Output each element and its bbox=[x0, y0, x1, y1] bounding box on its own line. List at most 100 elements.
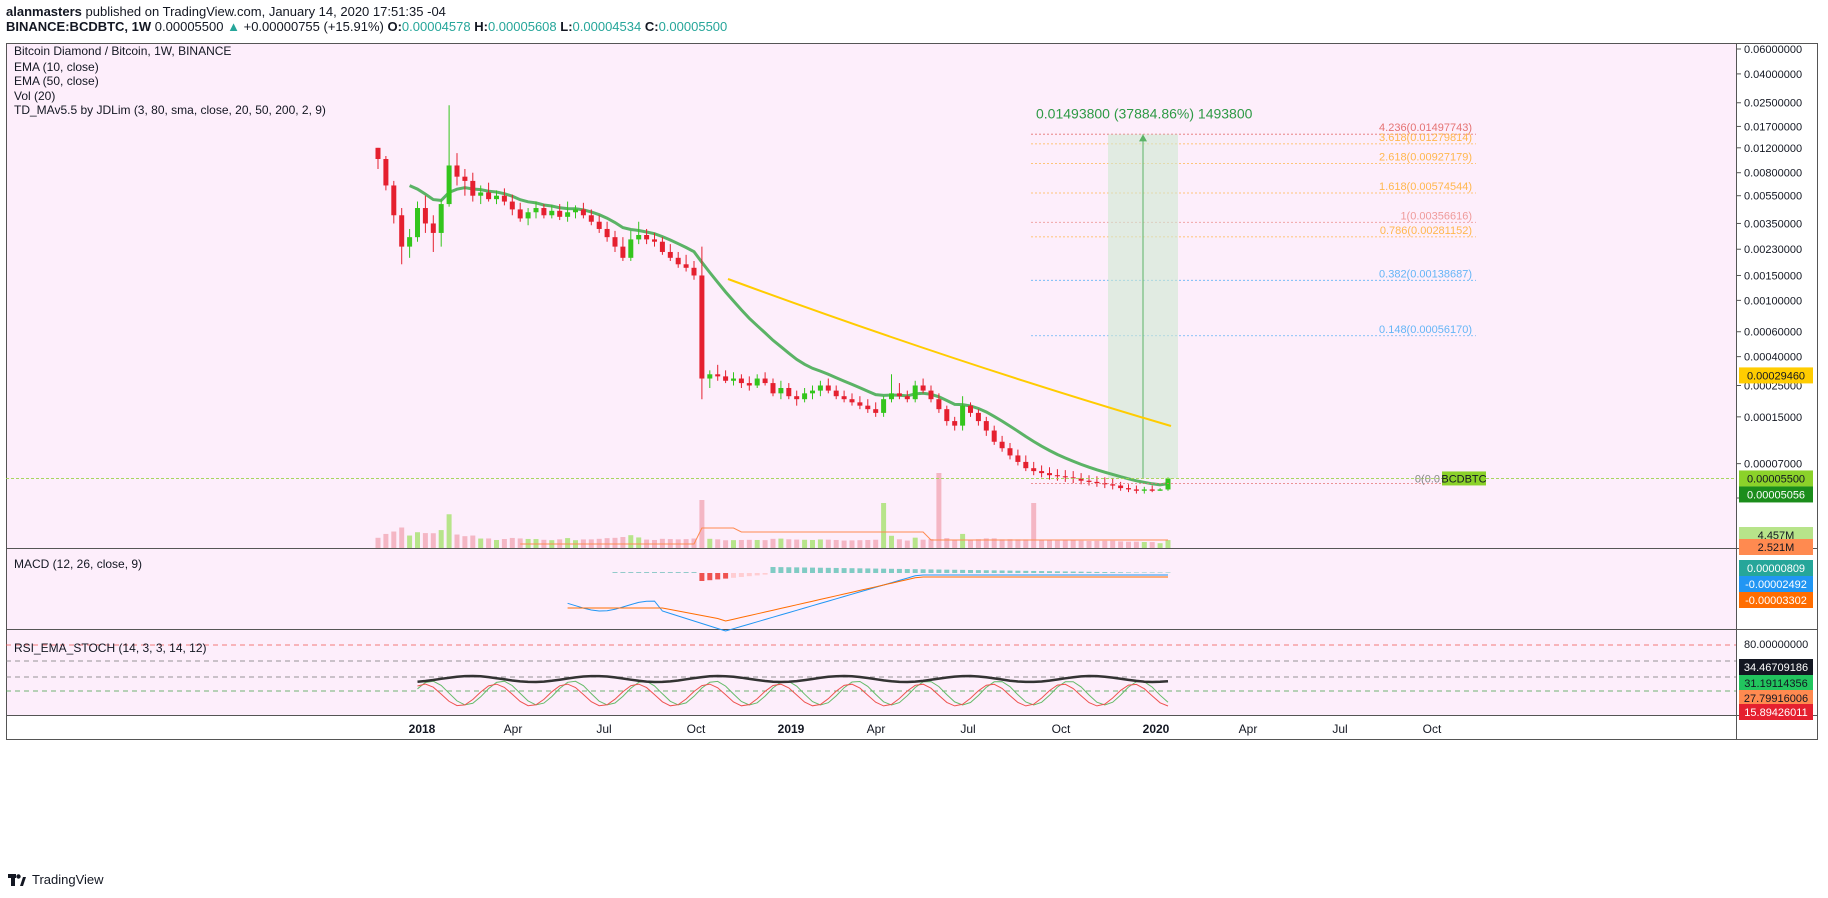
signal-badge-bg bbox=[1739, 592, 1813, 608]
candle-body bbox=[912, 385, 918, 400]
level-zero-label: 0(0.0 bbox=[1415, 473, 1440, 485]
macd-histogram-bar bbox=[691, 572, 697, 573]
volume-bar bbox=[501, 539, 507, 548]
legend-ema10: EMA (10, close) bbox=[14, 60, 99, 74]
time-axis[interactable] bbox=[6, 715, 1736, 740]
fib-label: 0.382(0.00138687) bbox=[1379, 268, 1472, 280]
volume-bar bbox=[1157, 543, 1163, 548]
candle-body bbox=[407, 237, 413, 247]
brand-name: TradingView bbox=[32, 872, 104, 887]
time-tick-label: Oct bbox=[1052, 722, 1071, 736]
price-tick-label: 0.01700000 bbox=[1744, 121, 1802, 133]
macd-histogram-bar bbox=[636, 572, 642, 573]
candle-body bbox=[833, 390, 839, 397]
candle-body bbox=[723, 376, 729, 381]
candle-body bbox=[1015, 455, 1021, 462]
macd-histogram-bar bbox=[1031, 570, 1037, 573]
volume-bar bbox=[478, 538, 484, 548]
candle-body bbox=[383, 159, 389, 186]
macd-histogram-bar bbox=[857, 568, 863, 573]
candle-body bbox=[983, 421, 989, 431]
volume-bar bbox=[881, 503, 887, 548]
volume-bar bbox=[1007, 539, 1013, 548]
tradingview-logo-icon bbox=[8, 873, 26, 886]
candle-body bbox=[494, 195, 499, 200]
volume-bar bbox=[873, 539, 879, 548]
fib-label: 0.148(0.00056170) bbox=[1379, 324, 1472, 336]
stoch-k-line bbox=[417, 680, 1169, 706]
candle-body bbox=[707, 374, 713, 379]
volume-ma-badge-bg bbox=[1739, 539, 1813, 555]
price-tick-label: 0.00150000 bbox=[1744, 270, 1802, 282]
rsi-label: RSI_EMA_STOCH (14, 3, 3, 14, 12) bbox=[14, 641, 207, 655]
fib-label: 4.236(0.01497743) bbox=[1379, 122, 1472, 134]
candle-body bbox=[1007, 448, 1013, 456]
volume-bar bbox=[438, 530, 444, 548]
volume-bar bbox=[1070, 540, 1076, 548]
macd-histogram-bar bbox=[920, 569, 926, 573]
candle-body bbox=[659, 241, 665, 252]
rsi-pane[interactable] bbox=[6, 630, 1736, 715]
ema200-badge: 0.00029460 bbox=[1747, 370, 1805, 382]
macd-histogram-bar bbox=[1165, 572, 1171, 573]
macd-histogram-bar bbox=[723, 573, 729, 579]
chart-canvas[interactable]: 0.06000000 0.04000000 0.02500000 0.01700000… bbox=[6, 43, 1818, 867]
volume-bar bbox=[738, 539, 744, 548]
tradingview-logo[interactable]: TradingView bbox=[8, 872, 104, 887]
volume-bar bbox=[462, 536, 468, 548]
projection-arrow-head bbox=[1139, 134, 1147, 142]
candle-body bbox=[438, 204, 444, 233]
candle-body bbox=[1086, 480, 1092, 482]
author-name[interactable]: alanmasters bbox=[6, 4, 82, 19]
signal-line bbox=[567, 576, 1168, 622]
rsi-series bbox=[6, 644, 1736, 707]
volume-bar bbox=[983, 538, 989, 548]
candle-body bbox=[762, 378, 768, 384]
volume-bar bbox=[920, 539, 926, 548]
price-change: +0.00000755 (+15.91%) bbox=[243, 19, 384, 34]
price-pane[interactable] bbox=[6, 43, 1736, 548]
candle-body bbox=[604, 228, 610, 238]
macd-histogram-bar bbox=[928, 569, 934, 573]
volume-bar bbox=[1086, 540, 1092, 548]
volume-bar bbox=[762, 540, 768, 548]
time-tick-label: Apr bbox=[867, 722, 886, 736]
candle-body bbox=[446, 165, 452, 205]
macd-histogram-bar bbox=[912, 569, 918, 573]
candle-body bbox=[952, 421, 958, 426]
legend-td: TD_MAv5.5 by JDLim (3, 80, sma, close, 2… bbox=[14, 103, 326, 117]
volume-bar bbox=[509, 537, 515, 548]
macd-histogram-bar bbox=[849, 568, 855, 573]
price-tick-label: 0.04000000 bbox=[1744, 69, 1802, 81]
candle-body bbox=[960, 405, 966, 426]
macd-histogram-bar bbox=[833, 567, 839, 573]
candle-body bbox=[746, 383, 752, 386]
candle-body bbox=[944, 409, 950, 422]
macd-histogram-bar bbox=[999, 570, 1005, 573]
candle-body bbox=[802, 393, 808, 400]
last-price: 0.00005500 bbox=[154, 19, 224, 34]
volume-bar bbox=[928, 539, 934, 548]
volume-bar bbox=[620, 537, 626, 548]
volume-bar bbox=[833, 539, 839, 548]
volume-bar bbox=[960, 533, 966, 548]
macd-histogram-bar bbox=[738, 573, 744, 577]
volume-bar bbox=[912, 537, 918, 548]
volume-bar bbox=[636, 537, 642, 548]
candle-body bbox=[873, 409, 879, 413]
time-tick-label: Jul bbox=[1332, 722, 1347, 736]
candle-body bbox=[770, 383, 776, 394]
volume-bar bbox=[1141, 542, 1147, 548]
macd-histogram-bar bbox=[628, 572, 634, 573]
candle-body bbox=[1047, 473, 1052, 476]
macd-histogram-bar bbox=[683, 572, 689, 573]
volume-bar bbox=[422, 533, 428, 548]
macd-histogram-bar bbox=[975, 570, 981, 573]
candle-body bbox=[557, 210, 563, 217]
volume-bar bbox=[1133, 541, 1139, 548]
macd-histogram-bar bbox=[1149, 572, 1155, 573]
candle-body bbox=[454, 165, 460, 177]
volume-bar bbox=[525, 538, 531, 548]
open-value: 0.00004578 bbox=[401, 19, 471, 34]
price-tick-label: 0.00060000 bbox=[1744, 327, 1802, 339]
